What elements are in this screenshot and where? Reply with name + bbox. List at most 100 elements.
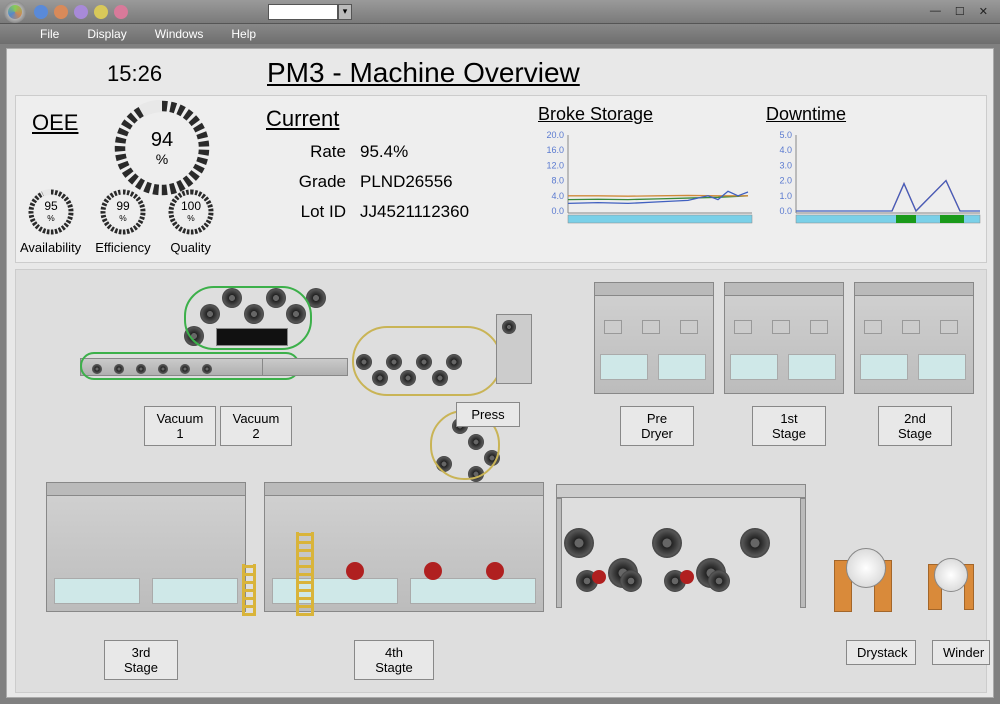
red-2 (424, 562, 442, 580)
titlebar: ▾ — ☐ ✕ (0, 0, 1000, 24)
close-button[interactable]: ✕ (979, 5, 988, 18)
toolbar-icon-2[interactable] (74, 5, 88, 19)
gauge-label: Efficiency (95, 240, 150, 255)
red-1 (346, 562, 364, 580)
toolbar-dropdown[interactable]: ▾ (268, 4, 352, 20)
machine-diagram: Vacuum 1Vacuum 2 Press Pre Dryer 1st Stage 2… (15, 269, 987, 693)
svg-text:0.0: 0.0 (551, 206, 564, 216)
first-stage-roof (724, 282, 844, 296)
post-2 (800, 498, 806, 608)
svg-text:1.0: 1.0 (779, 191, 792, 201)
svg-text:8.0: 8.0 (551, 176, 564, 186)
dropdown-arrow-icon[interactable]: ▾ (338, 4, 352, 20)
toolbar-icon-0[interactable] (34, 5, 48, 19)
downtime-block: Downtime 0.01.02.03.04.05.0 (766, 104, 966, 250)
down-roller-0 (564, 528, 594, 558)
menu-file[interactable]: File (40, 27, 59, 41)
section-3rd-stage[interactable]: 3rd Stage (104, 640, 178, 680)
pre-dryer-glass-l (600, 354, 648, 380)
third-stage-glass-r (152, 578, 238, 604)
second-stage-panel-1 (902, 320, 920, 334)
ladder-2 (242, 564, 256, 616)
menu-windows[interactable]: Windows (155, 27, 204, 41)
deck-roller-4 (180, 364, 190, 374)
third-stage-roof (46, 482, 246, 496)
svg-text:%: % (47, 213, 55, 223)
display-bar (216, 328, 288, 346)
svg-text:4.0: 4.0 (551, 191, 564, 201)
maximize-button[interactable]: ☐ (955, 5, 965, 18)
pre-dryer-panel-2 (680, 320, 698, 334)
minimize-button[interactable]: — (930, 5, 941, 18)
app-logo (4, 1, 26, 23)
svg-text:16.0: 16.0 (546, 145, 564, 155)
post-1 (556, 498, 562, 608)
current-value: PLND26556 (360, 172, 453, 192)
down-roller-b-1 (620, 570, 642, 592)
section-4th-stagte[interactable]: 4th Stagte (354, 640, 434, 680)
current-block: Current Rate 95.4%Grade PLND26556Lot ID … (266, 106, 469, 222)
section-vacuum-2[interactable]: Vacuum 2 (220, 406, 292, 446)
svg-text:12.0: 12.0 (546, 160, 564, 170)
gauge-quality: 100 % Quality (165, 186, 217, 255)
fourth-stage-glass-r (410, 578, 536, 604)
section-pre-dryer[interactable]: Pre Dryer (620, 406, 694, 446)
toolbar-icon-1[interactable] (54, 5, 68, 19)
svg-text:5.0: 5.0 (779, 130, 792, 140)
down-roller-4 (740, 528, 770, 558)
first-stage-panel-2 (810, 320, 828, 334)
red-3 (486, 562, 504, 580)
red-5 (680, 570, 694, 584)
section-vacuum-1[interactable]: Vacuum 1 (144, 406, 216, 446)
oee-sub-gauges: 95 % Availability 99 % Efficiency 100 % … (20, 186, 217, 255)
first-stage-panel-0 (734, 320, 752, 334)
menu-display[interactable]: Display (87, 27, 126, 41)
red-4 (592, 570, 606, 584)
trx-deck (262, 358, 348, 376)
svg-text:0.0: 0.0 (779, 206, 792, 216)
toolbar-icons (34, 5, 128, 19)
svg-text:%: % (119, 213, 127, 223)
svg-text:%: % (156, 151, 168, 167)
dropdown-field[interactable] (268, 4, 338, 20)
fourth-stage-roof (264, 482, 544, 496)
current-row-lot-id: Lot ID JJ4521112360 (266, 202, 469, 222)
press-top-roller (502, 320, 516, 334)
deck-roller-1 (114, 364, 124, 374)
current-value: JJ4521112360 (360, 202, 469, 222)
gauge-label: Quality (170, 240, 210, 255)
current-key: Grade (266, 172, 346, 192)
deck-roller-5 (202, 364, 212, 374)
first-stage-glass-r (788, 354, 836, 380)
winder-roll (934, 558, 968, 592)
pre-dryer-glass-r (658, 354, 706, 380)
down-roller-b-3 (708, 570, 730, 592)
section-drystack[interactable]: Drystack (846, 640, 916, 665)
svg-text:95: 95 (44, 199, 58, 213)
kpi-panel: OEE 94 % 95 % Availability 99 % Efficien… (15, 95, 987, 263)
oee-heading: OEE (32, 110, 78, 136)
svg-text:100: 100 (181, 199, 201, 213)
section-winder[interactable]: Winder (932, 640, 990, 665)
svg-text:3.0: 3.0 (779, 160, 792, 170)
menu-help[interactable]: Help (231, 27, 256, 41)
current-row-grade: Grade PLND26556 (266, 172, 469, 192)
toolbar-icon-4[interactable] (114, 5, 128, 19)
pre-dryer-roof (594, 282, 714, 296)
current-key: Lot ID (266, 202, 346, 222)
section-2nd-stage[interactable]: 2nd Stage (878, 406, 952, 446)
svg-text:2.0: 2.0 (779, 176, 792, 186)
gauge-availability: 95 % Availability (20, 186, 81, 255)
svg-text:%: % (187, 213, 195, 223)
clock: 15:26 (107, 61, 162, 87)
fourth-stage-glass-l (272, 578, 398, 604)
section-1st-stage[interactable]: 1st Stage (752, 406, 826, 446)
first-stage-glass-l (730, 354, 778, 380)
press-belt (352, 326, 502, 396)
second-stage-glass-r (918, 354, 966, 380)
second-stage-roof (854, 282, 974, 296)
current-row-rate: Rate 95.4% (266, 142, 469, 162)
section-press[interactable]: Press (456, 402, 520, 427)
content: 15:26 PM3 - Machine Overview OEE 94 % 95… (6, 48, 994, 698)
toolbar-icon-3[interactable] (94, 5, 108, 19)
